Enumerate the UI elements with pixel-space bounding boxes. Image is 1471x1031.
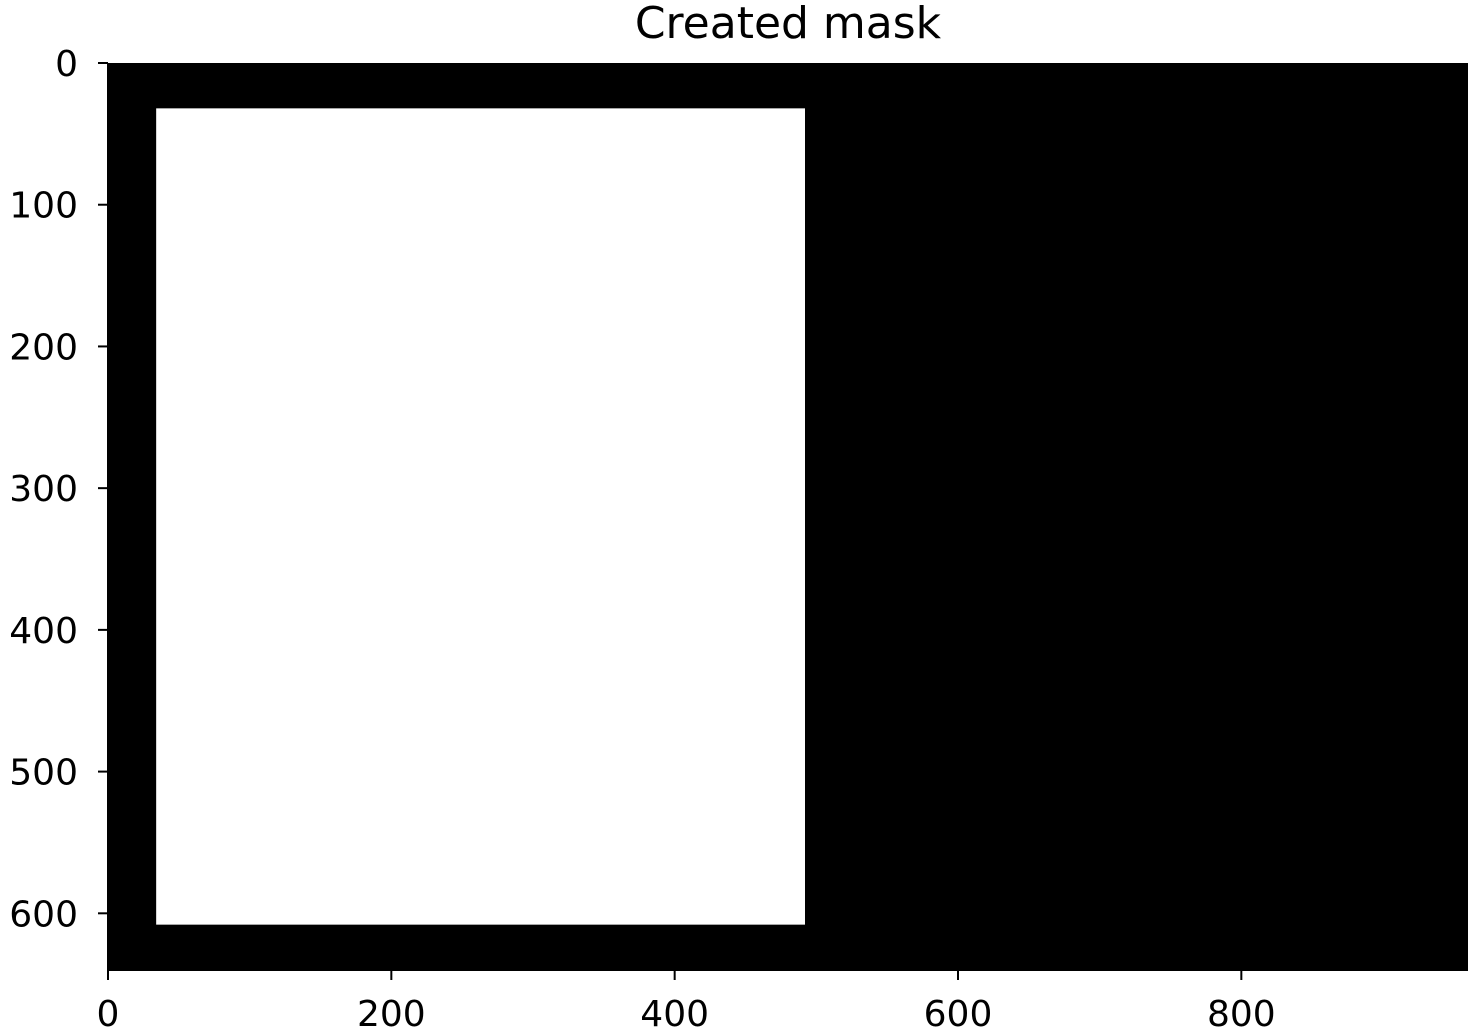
mask-image — [108, 63, 1468, 970]
y-tick-label: 100 — [9, 186, 78, 227]
axes: 0 200 400 600 800 0 100 200 300 400 500 600 — [9, 44, 1468, 1031]
x-tick-label: 400 — [640, 994, 709, 1031]
y-tick-label: 500 — [9, 753, 78, 794]
mask-region-1 — [156, 108, 805, 925]
y-tick-label: 200 — [9, 327, 78, 368]
y-tick-label: 600 — [9, 894, 78, 935]
x-tick-label: 200 — [357, 994, 426, 1031]
x-tick-label: 600 — [924, 994, 993, 1031]
x-tick-label: 0 — [97, 994, 120, 1031]
x-tick-label: 800 — [1207, 994, 1276, 1031]
chart-title: Created mask — [635, 0, 942, 49]
y-tick-label: 300 — [9, 469, 78, 510]
y-tick-label: 400 — [9, 611, 78, 652]
y-tick-label: 0 — [55, 44, 78, 85]
